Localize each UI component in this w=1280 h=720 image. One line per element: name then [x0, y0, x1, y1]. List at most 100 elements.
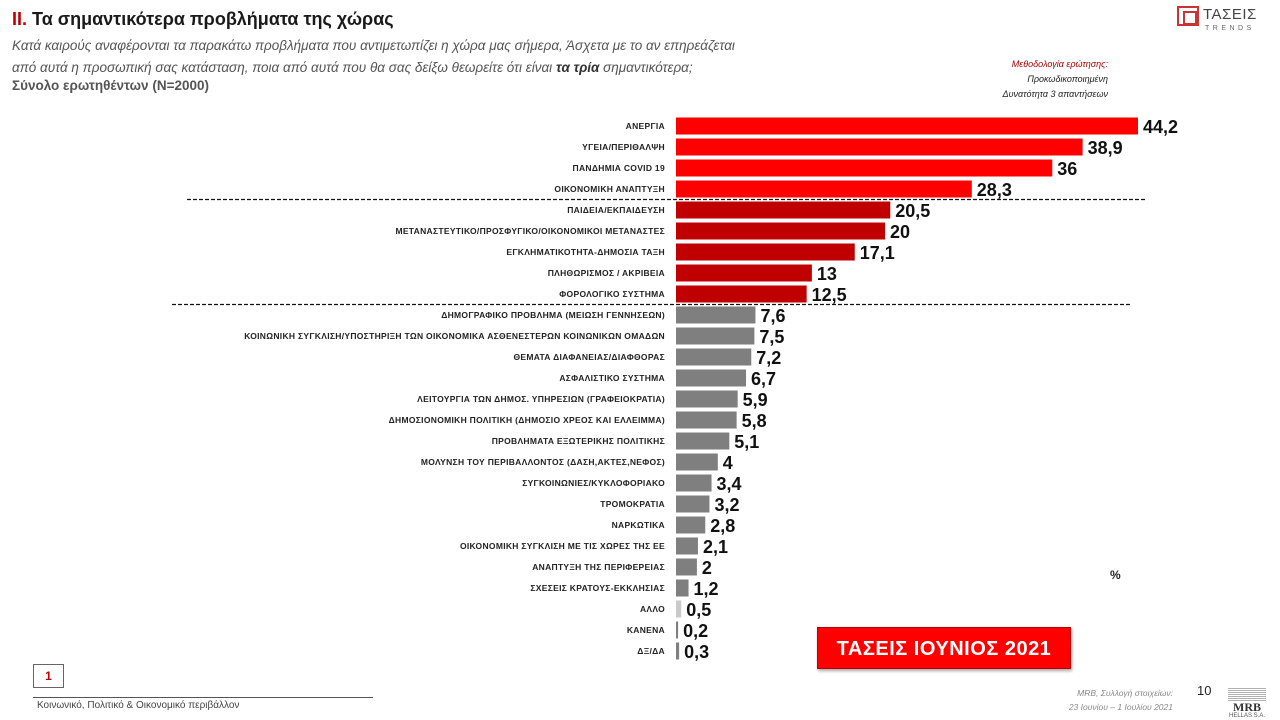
question-text: Κατά καιρούς αναφέρονται τα παρακάτω προ… [12, 35, 832, 79]
bar [676, 138, 1083, 156]
sample-size: Σύνολο ερωτηθέντων (N=2000) [12, 78, 209, 93]
mrb-logo-name: MRB [1233, 700, 1261, 714]
survey-badge: ΤΑΣΕΙΣ ΙΟΥΝΙΟΣ 2021 [817, 627, 1071, 669]
page-number: 10 [1197, 683, 1212, 698]
bar [676, 264, 812, 282]
bar [676, 621, 679, 639]
mrb-logo: MRB HELLAS S.A. [1228, 688, 1266, 720]
logo-subtitle: TRENDS [1205, 25, 1255, 32]
value-label: 2,1 [703, 537, 728, 557]
methodology-label: Μεθοδολογία ερώτησης: [1011, 59, 1108, 69]
bar [676, 243, 855, 261]
bar [676, 516, 706, 534]
value-label: 36 [1057, 159, 1077, 179]
category-label: ΑΝΑΠΤΥΞΗ ΤΗΣ ΠΕΡΙΦΕΡΕΙΑΣ [532, 562, 665, 572]
bar [676, 474, 712, 492]
category-label: ΟΙΚΟΝΟΜΙΚΗ ΣΥΓΚΛΙΣΗ ΜΕ ΤΙΣ ΧΩΡΕΣ ΤΗΣ ΕΕ [460, 541, 665, 551]
footer-divider [33, 697, 373, 698]
value-label: 6,7 [751, 369, 776, 389]
value-label: 38,9 [1088, 138, 1123, 158]
category-label: ΔΞ/ΔΑ [637, 646, 665, 656]
mrb-logo-stripes-icon [1228, 688, 1266, 702]
category-label: ΑΣΦΑΛΙΣΤΙΚΟ ΣΥΣΤΗΜΑ [559, 373, 665, 383]
section-number: II. [12, 9, 28, 29]
value-label: 20 [890, 222, 910, 242]
category-label: ΜΕΤΑΝΑΣΤΕΥΤΙΚΟ/ΠΡΟΣΦΥΓΙΚΟ/ΟΙΚΟΝΟΜΙΚΟΙ ΜΕ… [395, 226, 665, 236]
category-label: ΤΡΟΜΟΚΡΑΤΙΑ [600, 499, 665, 509]
value-label: 0,5 [686, 600, 711, 620]
bar [676, 600, 682, 618]
value-label: 5,1 [734, 432, 759, 452]
value-label: 2 [702, 558, 712, 578]
bar [676, 411, 737, 429]
category-label: ΟΙΚΟΝΟΜΙΚΗ ΑΝΑΠΤΥΞΗ [554, 184, 665, 194]
bar [676, 327, 755, 345]
unit-label: % [1110, 568, 1121, 582]
value-label: 20,5 [895, 201, 930, 221]
question-line-1: Κατά καιρούς αναφέρονται τα παρακάτω προ… [12, 38, 735, 53]
value-label: 7,5 [759, 327, 784, 347]
category-label: ΜΟΛΥΝΣΗ ΤΟΥ ΠΕΡΙΒΑΛΛΟΝΤΟΣ (ΔΑΣΗ,ΑΚΤΕΣ,ΝΕ… [421, 457, 665, 467]
bar [676, 390, 738, 408]
bar [676, 180, 972, 198]
category-label: ΠΡΟΒΛΗΜΑΤΑ ΕΞΩΤΕΡΙΚΗΣ ΠΟΛΙΤΙΚΗΣ [492, 436, 665, 446]
title-text: Τα σημαντικότερα προβλήματα της χώρας [32, 9, 394, 29]
bar [676, 159, 1053, 177]
category-label: ΦΟΡΟΛΟΓΙΚΟ ΣΥΣΤΗΜΑ [559, 289, 665, 299]
bar [676, 201, 891, 219]
page-title: II. Τα σημαντικότερα προβλήματα της χώρα… [12, 9, 394, 30]
bar [676, 642, 680, 660]
value-label: 7,2 [756, 348, 781, 368]
category-label: ΑΛΛΟ [640, 604, 665, 614]
collection-info: MRB, Συλλογή στοιχείων: 23 Ιουνίου – 1 Ι… [1069, 686, 1173, 714]
bar [676, 285, 807, 303]
category-label: ΣΥΓΚΟΙΝΩΝΙΕΣ/ΚΥΚΛΟΦΟΡΙΑΚΟ [522, 478, 665, 488]
footer-label: Κοινωνικό, Πολιτικό & Οικονομικό περιβάλ… [37, 700, 240, 711]
category-label: ΚΑΝΕΝΑ [627, 625, 665, 635]
bar [676, 222, 886, 240]
bar [676, 306, 756, 324]
value-label: 2,8 [710, 516, 735, 536]
bar [676, 579, 689, 597]
value-label: 13 [817, 264, 837, 284]
category-label: ΝΑΡΚΩΤΙΚΑ [612, 520, 665, 530]
value-label: 3,4 [717, 474, 742, 494]
category-label: ΔΗΜΟΣΙΟΝΟΜΙΚΗ ΠΟΛΙΤΙΚΗ (ΔΗΜΟΣΙΟ ΧΡΕΟΣ ΚΑ… [389, 415, 665, 425]
collection-label: MRB, Συλλογή στοιχείων: [1077, 688, 1173, 698]
category-label: ΕΓΚΛΗΜΑΤΙΚΟΤΗΤΑ-ΔΗΜΟΣΙΑ ΤΑΞΗ [506, 247, 665, 257]
category-label: ΚΟΙΝΩΝΙΚΗ ΣΥΓΚΛΙΣΗ/ΥΠΟΣΤΗΡΙΞΗ ΤΩΝ ΟΙΚΟΝΟ… [244, 331, 665, 341]
value-label: 7,6 [760, 306, 785, 326]
question-line-2-pre: από αυτά η προσωπική σας κατάσταση, ποια… [12, 60, 556, 75]
bar [676, 558, 697, 576]
bar [676, 348, 752, 366]
bar [676, 495, 710, 513]
bar [676, 117, 1138, 135]
value-label: 44,2 [1143, 117, 1178, 137]
tasis-logo: ΤΑΣΕΙΣ TRENDS [1177, 6, 1269, 36]
value-label: 28,3 [977, 180, 1012, 200]
section-page-box: 1 [33, 664, 64, 688]
question-line-2: από αυτά η προσωπική σας κατάσταση, ποια… [12, 57, 832, 79]
category-label: ΔΗΜΟΓΡΑΦΙΚΟ ΠΡΟΒΛΗΜΑ (ΜΕΙΩΣΗ ΓΕΝΝΗΣΕΩΝ) [441, 310, 665, 320]
question-line-2-post: σημαντικότερα; [599, 60, 693, 75]
value-label: 5,9 [743, 390, 768, 410]
collection-dates: 23 Ιουνίου – 1 Ιουλίου 2021 [1068, 702, 1173, 712]
category-label: ΣΧΕΣΕΙΣ ΚΡΑΤΟΥΣ-ΕΚΚΛΗΣΙΑΣ [530, 583, 665, 593]
bar [676, 453, 718, 471]
mrb-logo-subtitle: HELLAS S.A. [1228, 713, 1266, 719]
question-line-2-bold: τα τρία [555, 60, 600, 75]
value-label: 3,2 [714, 495, 739, 515]
category-label: ΛΕΙΤΟΥΡΓΙΑ ΤΩΝ ΔΗΜΟΣ. ΥΠΗΡΕΣΙΩΝ (ΓΡΑΦΕΙΟ… [417, 394, 665, 404]
category-label: ΠΛΗΘΩΡΙΣΜΟΣ / ΑΚΡΙΒΕΙΑ [548, 268, 665, 278]
methodology-line-1: Προκωδικοποιημένη [1027, 74, 1108, 84]
category-label: ΑΝΕΡΓΙΑ [626, 121, 665, 131]
logo-name: ΤΑΣΕΙΣ [1203, 6, 1257, 23]
bar [676, 369, 747, 387]
value-label: 1,2 [694, 579, 719, 599]
value-label: 4 [723, 453, 733, 473]
value-label: 12,5 [812, 285, 847, 305]
bar [676, 432, 730, 450]
logo-mark-icon [1177, 6, 1199, 26]
category-label: ΘΕΜΑΤΑ ΔΙΑΦΑΝΕΙΑΣ/ΔΙΑΦΘΟΡΑΣ [513, 352, 665, 362]
